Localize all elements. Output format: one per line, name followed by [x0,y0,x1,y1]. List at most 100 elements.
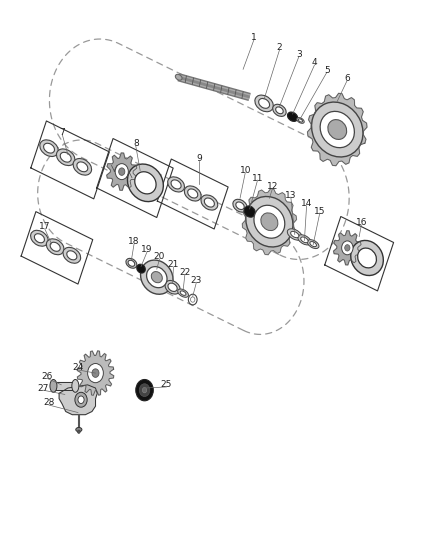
Ellipse shape [57,149,75,166]
Text: 22: 22 [179,269,191,277]
Ellipse shape [126,259,137,268]
Text: 23: 23 [191,277,202,285]
Ellipse shape [147,266,167,288]
Ellipse shape [307,240,319,248]
Text: 20: 20 [154,253,165,261]
Text: 21: 21 [168,261,179,269]
Text: 28: 28 [43,399,55,407]
Text: 6: 6 [344,75,350,83]
Ellipse shape [310,241,317,247]
Ellipse shape [311,102,363,157]
Ellipse shape [187,189,198,198]
Circle shape [78,430,80,433]
Text: 8: 8 [133,140,139,148]
Text: 1: 1 [251,33,257,42]
Circle shape [78,396,84,403]
Ellipse shape [137,264,145,273]
Circle shape [75,392,87,407]
Ellipse shape [244,206,255,217]
Circle shape [342,241,353,255]
Text: 5: 5 [324,66,330,75]
Ellipse shape [34,233,45,243]
Ellipse shape [300,237,308,243]
Text: 11: 11 [252,174,263,182]
Text: 12: 12 [267,182,278,191]
Text: 14: 14 [301,199,312,208]
Text: 2: 2 [277,44,282,52]
Ellipse shape [50,242,60,252]
Ellipse shape [135,172,156,194]
Text: 9: 9 [196,155,202,163]
Ellipse shape [73,158,92,175]
Ellipse shape [287,229,302,240]
Ellipse shape [31,230,48,246]
Ellipse shape [127,164,163,201]
Text: 10: 10 [240,166,251,175]
Ellipse shape [297,118,304,123]
Ellipse shape [328,119,346,140]
Text: 7: 7 [59,128,65,136]
Circle shape [136,379,153,401]
Ellipse shape [171,180,181,189]
Circle shape [92,369,99,377]
Ellipse shape [128,260,135,266]
Ellipse shape [204,198,215,207]
Circle shape [119,168,125,175]
Text: 27: 27 [37,384,49,392]
Ellipse shape [67,251,77,260]
Ellipse shape [165,280,180,294]
Ellipse shape [63,247,81,263]
Ellipse shape [358,248,376,268]
Ellipse shape [168,177,184,192]
Ellipse shape [180,291,186,295]
Ellipse shape [276,107,283,114]
Ellipse shape [233,199,247,212]
Text: 13: 13 [285,191,297,199]
Ellipse shape [50,379,57,392]
Ellipse shape [273,104,286,116]
Ellipse shape [60,152,71,162]
Circle shape [88,364,103,383]
Text: 16: 16 [356,219,367,227]
Ellipse shape [76,427,82,432]
Ellipse shape [255,95,273,112]
Circle shape [139,384,150,397]
Ellipse shape [291,231,299,238]
Ellipse shape [259,99,269,108]
Ellipse shape [175,74,182,80]
Ellipse shape [320,111,354,148]
Circle shape [115,164,128,180]
Polygon shape [334,231,361,265]
Text: 15: 15 [314,207,325,215]
Ellipse shape [40,140,58,157]
Ellipse shape [246,197,293,247]
Ellipse shape [141,260,173,294]
Ellipse shape [201,195,218,210]
Ellipse shape [168,283,177,292]
Text: 3: 3 [296,51,302,59]
Text: 17: 17 [39,222,50,231]
Ellipse shape [184,186,201,201]
Text: 25: 25 [161,381,172,389]
Ellipse shape [287,112,298,122]
Ellipse shape [44,143,54,153]
Text: 24: 24 [72,364,84,372]
Text: 26: 26 [42,372,53,381]
Polygon shape [59,385,97,415]
Polygon shape [53,382,75,390]
Text: 18: 18 [128,238,140,246]
Ellipse shape [46,239,64,255]
Ellipse shape [178,289,188,297]
Polygon shape [307,93,367,166]
Ellipse shape [77,162,88,172]
Circle shape [142,387,147,393]
Ellipse shape [236,202,244,209]
Ellipse shape [351,240,383,276]
Ellipse shape [72,379,79,392]
Text: 19: 19 [141,245,153,254]
Ellipse shape [151,272,162,282]
Ellipse shape [254,205,285,238]
Polygon shape [242,189,297,255]
Ellipse shape [298,235,311,245]
Polygon shape [107,153,137,190]
